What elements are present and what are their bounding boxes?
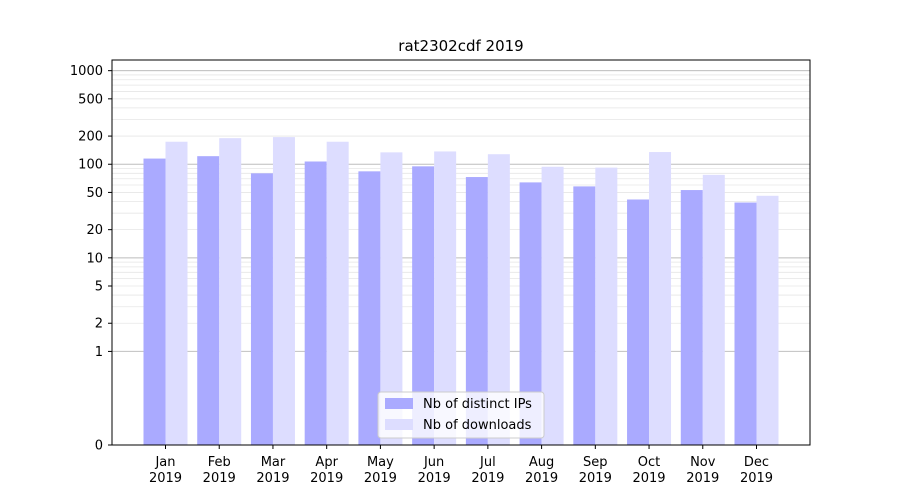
bar-downloads	[272, 137, 295, 445]
x-tick-label-year: 2019	[740, 471, 773, 486]
x-tick-label-year: 2019	[579, 471, 612, 486]
x-tick-label-year: 2019	[686, 471, 719, 486]
x-tick-label-month: Apr	[315, 455, 338, 470]
x-tick-label-year: 2019	[310, 471, 343, 486]
bar-distinct-ips	[519, 182, 542, 445]
x-tick-label-year: 2019	[149, 471, 182, 486]
plot-area	[111, 59, 811, 446]
bar-downloads	[702, 174, 725, 445]
x-tick-label-year: 2019	[525, 471, 558, 486]
x-tick-label-month: Nov	[690, 455, 716, 470]
bar-downloads	[649, 152, 672, 445]
bar-downloads	[434, 151, 457, 446]
bar-downloads	[595, 167, 618, 445]
bar-downloads	[326, 141, 349, 445]
x-axis: Jan2019Feb2019Mar2019Apr2019May2019Jun20…	[149, 445, 773, 486]
bar-downloads	[487, 154, 510, 446]
x-tick-label-month: May	[367, 455, 394, 470]
y-tick-label: 50	[86, 186, 103, 201]
bar-downloads	[380, 152, 403, 445]
bar-downloads	[756, 195, 779, 445]
y-axis: 0 1 2 5 10 20 50 100 200 500 1000	[70, 64, 112, 454]
x-tick-label-year: 2019	[418, 471, 451, 486]
bar-downloads	[165, 141, 188, 445]
bar-distinct-ips	[573, 186, 596, 445]
x-tick-label-month: Jan	[154, 455, 175, 470]
bar-distinct-ips	[358, 171, 381, 445]
x-tick-label-year: 2019	[471, 471, 504, 486]
x-tick-label-month: Jul	[479, 455, 496, 470]
legend-label: Nb of downloads	[423, 418, 532, 433]
x-tick-label-month: Dec	[744, 455, 769, 470]
x-tick-label-year: 2019	[632, 471, 665, 486]
y-tick-label: 0	[95, 439, 103, 454]
legend-box	[377, 391, 545, 439]
x-tick-label-month: Mar	[261, 455, 286, 470]
bar-distinct-ips	[734, 202, 757, 445]
bar-distinct-ips	[680, 190, 703, 445]
x-tick-label-month: Sep	[583, 455, 608, 470]
x-tick-label-year: 2019	[364, 471, 397, 486]
bar-distinct-ips	[250, 173, 273, 445]
x-tick-label-month: Jun	[423, 455, 444, 470]
bar-distinct-ips	[465, 177, 488, 446]
legend-swatch	[385, 419, 413, 430]
y-tick-label: 200	[78, 130, 103, 145]
bars	[143, 137, 779, 446]
bar-distinct-ips	[197, 156, 220, 445]
legend: Nb of distinct IPs Nb of downloads	[377, 391, 545, 439]
y-tick-label: 100	[78, 158, 103, 173]
bar-downloads	[541, 166, 564, 446]
x-tick-label-year: 2019	[256, 471, 289, 486]
x-tick-label-month: Aug	[529, 455, 554, 470]
bar-distinct-ips	[304, 161, 327, 445]
chart-title: rat2302cdf 2019	[398, 37, 523, 55]
bar-distinct-ips	[143, 158, 166, 445]
x-tick-label-month: Feb	[208, 455, 231, 470]
y-tick-label: 1000	[70, 64, 103, 79]
legend-label: Nb of distinct IPs	[423, 397, 532, 412]
y-tick-label: 5	[95, 280, 103, 295]
x-tick-label-month: Oct	[638, 455, 660, 470]
y-tick-label: 500	[78, 92, 103, 107]
bar-distinct-ips	[412, 166, 435, 445]
bar-downloads	[219, 138, 242, 446]
x-tick-label-year: 2019	[203, 471, 236, 486]
legend-swatch	[385, 398, 413, 409]
y-tick-label: 10	[86, 251, 103, 266]
y-tick-label: 2	[95, 317, 103, 332]
bar-distinct-ips	[627, 199, 650, 445]
y-tick-label: 20	[86, 223, 103, 238]
y-tick-label: 1	[95, 345, 103, 360]
